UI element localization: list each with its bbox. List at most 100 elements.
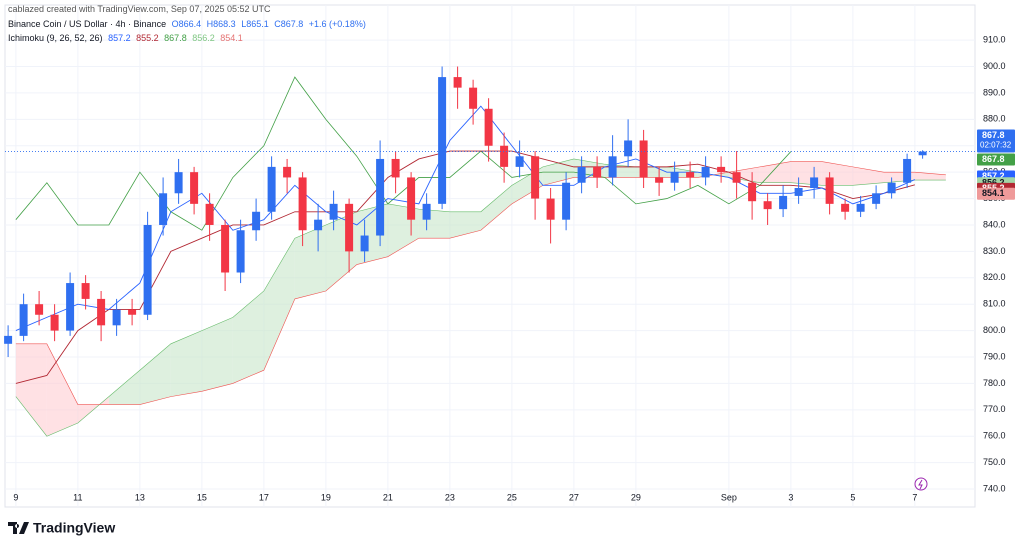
span-b-value: 854.1 [220,33,243,43]
y-tick-label: 770.0 [983,404,1006,414]
cloud-fill [449,211,481,239]
x-tick-label: 5 [850,492,855,502]
countdown: 02:07:32 [980,141,1012,150]
candle-body [19,304,28,336]
candle-body [407,177,416,220]
candle-body [469,87,478,109]
y-tick-label: 810.0 [983,299,1006,309]
y-tick-label: 830.0 [983,246,1006,256]
candle-body [639,140,648,178]
y-tick-label: 790.0 [983,351,1006,361]
cloud-fill [852,166,884,186]
candle-body [128,309,137,315]
candle-body [66,283,75,331]
candle-body [655,177,664,183]
cloud-fill [914,172,946,181]
candle-body [887,182,896,194]
candle-body [345,203,354,252]
candle-body [515,156,524,167]
symbol-line: Binance Coin / US Dollar · 4h · Binance … [8,19,369,29]
tenkan-value: 857.2 [108,33,131,43]
candle-body [779,195,788,210]
cloud-fill [201,317,233,392]
candle-body [562,182,571,220]
candle-body [577,166,586,183]
y-tick-label: 840.0 [983,219,1006,229]
x-tick-label: 11 [73,492,82,502]
attribution: cablazed created with TradingView.com, S… [8,4,271,14]
x-tick-label: 13 [135,492,145,502]
candle-body [391,158,400,178]
alert-icon [914,477,928,491]
candle-body [422,203,431,220]
candle-body [360,235,369,252]
candle-body [190,172,199,204]
candle-body [438,77,447,204]
candle-body [298,177,307,231]
span-a-value: 856.2 [192,33,215,43]
y-tick-label: 910.0 [983,34,1006,44]
cloud-fill [46,343,78,437]
last-price-tag-bg [977,129,1015,153]
chikou-value: 867.8 [164,33,187,43]
candle-body [546,198,555,220]
y-tick-label: 740.0 [983,483,1006,493]
chikou-tag-bg [977,153,1015,166]
candle-body [624,140,633,157]
symbol-title: Binance Coin / US Dollar · 4h · Binance [8,19,167,29]
candle-body [500,145,509,167]
cloud-fill [232,290,264,384]
candle-body [314,219,323,231]
cloud-fill [759,161,791,183]
alert-bolt [918,479,923,490]
candle-body [608,156,617,178]
ohlc-change: +1.6 (+0.18%) [308,19,366,29]
candle-body [159,193,168,225]
ohlc-high: H868.3 [206,19,236,29]
candle-body [794,188,803,196]
candle-body [825,177,834,204]
candle-body [593,166,602,178]
brand-logo: TradingView [8,520,115,536]
indicator-line: Ichimoku (9, 26, 52, 26) 857.2 855.2 867… [8,33,246,43]
y-tick-label: 800.0 [983,325,1006,335]
candle-body [283,166,292,178]
y-tick-label: 890.0 [983,87,1006,97]
y-tick-label: 780.0 [983,378,1006,388]
candle-body [81,283,90,299]
span-b-tag-bg [977,187,1015,200]
candle-body [701,166,710,178]
candle-body [748,182,757,202]
candle-body [732,172,741,183]
y-tick-label: 750.0 [983,457,1006,467]
candle-body [856,203,865,212]
cloud-fill [139,343,171,405]
y-tick-label: 900.0 [983,61,1006,71]
ohlc-close: C867.8 [274,19,304,29]
candle-body [97,298,106,326]
x-tick-label: 23 [445,492,455,502]
x-tick-label: 7 [912,492,917,502]
candle-body [143,224,152,315]
brand-text: TradingView [33,520,115,536]
candle-body [50,314,59,331]
tenkan-tag: 857.2 [982,171,1005,181]
candle-body [810,177,819,189]
candle-body [205,203,214,225]
cloud-fill [108,370,140,405]
y-tick-label: 820.0 [983,272,1006,282]
cloud-fill [15,343,47,437]
candle-body [717,166,726,173]
cloud-fill [480,185,512,231]
span-a-tag: 856.2 [982,178,1005,188]
x-tick-label: 15 [197,492,207,502]
cloud-fill [263,238,295,371]
x-tick-label: 25 [507,492,517,502]
candle-body [453,77,462,88]
indicator-name: Ichimoku (9, 26, 52, 26) [8,33,103,43]
last-price-tag: 867.8 [982,130,1005,140]
x-tick-label: 3 [788,492,793,502]
candle-body [4,335,13,344]
candle-body [841,203,850,212]
